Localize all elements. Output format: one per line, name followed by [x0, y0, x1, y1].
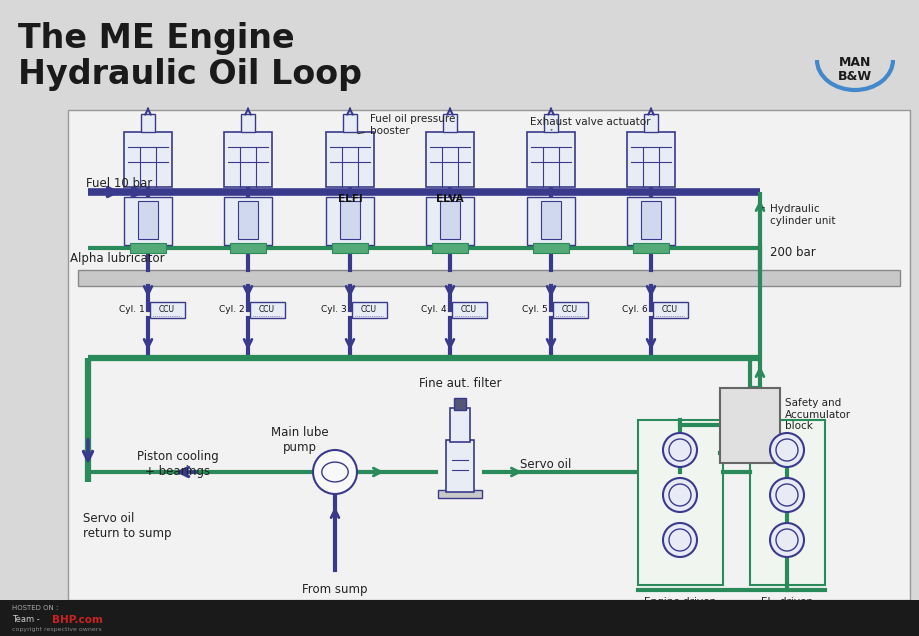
- Text: Engine driven
hydraulic pumps: Engine driven hydraulic pumps: [636, 597, 723, 619]
- Bar: [432, 243, 468, 253]
- Text: BHP.com: BHP.com: [52, 615, 103, 625]
- Text: ELFI: ELFI: [337, 194, 362, 204]
- Bar: [627, 132, 675, 187]
- Circle shape: [769, 478, 803, 512]
- Bar: [230, 243, 266, 253]
- Text: Team -: Team -: [12, 616, 40, 625]
- Bar: [641, 201, 660, 239]
- Text: Cyl. 5: Cyl. 5: [522, 305, 548, 314]
- Bar: [425, 132, 473, 187]
- Text: 200 bar: 200 bar: [769, 245, 815, 258]
- Bar: [124, 132, 172, 187]
- Text: ELVA: ELVA: [436, 194, 463, 204]
- Text: CCU: CCU: [562, 305, 577, 314]
- Bar: [627, 197, 675, 245]
- Text: The ME Engine: The ME Engine: [18, 22, 294, 55]
- Bar: [552, 302, 587, 318]
- Bar: [540, 201, 561, 239]
- Bar: [643, 114, 657, 132]
- Text: Cyl. 4: Cyl. 4: [421, 305, 447, 314]
- Bar: [425, 197, 473, 245]
- Bar: [223, 197, 272, 245]
- Bar: [340, 201, 359, 239]
- Bar: [138, 201, 158, 239]
- Text: Piston cooling
+ bearings: Piston cooling + bearings: [137, 450, 219, 478]
- Text: CCU: CCU: [159, 305, 175, 314]
- Text: Fuel oil pressure
booster: Fuel oil pressure booster: [357, 114, 455, 136]
- Text: Safety and
Accumulator
block: Safety and Accumulator block: [784, 398, 850, 431]
- Bar: [241, 114, 255, 132]
- Text: Exhaust valve actuator: Exhaust valve actuator: [529, 117, 650, 130]
- Text: Main lube
pump: Main lube pump: [271, 426, 328, 454]
- Text: EL. driven
hydraulic pumps: EL. driven hydraulic pumps: [743, 597, 830, 619]
- Bar: [720, 388, 779, 463]
- Bar: [632, 243, 668, 253]
- Text: B&W: B&W: [837, 71, 871, 83]
- Text: Fine aut. filter: Fine aut. filter: [418, 377, 501, 390]
- Bar: [532, 243, 568, 253]
- Text: Servo oil: Servo oil: [519, 457, 571, 471]
- Bar: [0, 0, 919, 108]
- Text: Cyl. 6: Cyl. 6: [621, 305, 647, 314]
- Bar: [332, 243, 368, 253]
- Bar: [124, 197, 172, 245]
- Circle shape: [663, 433, 697, 467]
- Text: Hydraulic Oil Loop: Hydraulic Oil Loop: [18, 58, 361, 91]
- Bar: [325, 132, 374, 187]
- Text: CCU: CCU: [662, 305, 677, 314]
- Bar: [250, 302, 285, 318]
- Text: Servo oil
return to sump: Servo oil return to sump: [83, 512, 171, 540]
- Bar: [325, 197, 374, 245]
- Bar: [449, 408, 470, 442]
- Bar: [439, 201, 460, 239]
- Text: CCU: CCU: [259, 305, 275, 314]
- Bar: [352, 302, 387, 318]
- Text: Hydraulic
cylinder unit: Hydraulic cylinder unit: [762, 204, 834, 226]
- Bar: [637, 420, 722, 585]
- Text: Cyl. 3: Cyl. 3: [321, 305, 346, 314]
- Circle shape: [663, 523, 697, 557]
- Bar: [451, 302, 486, 318]
- Bar: [749, 420, 824, 585]
- Bar: [437, 490, 482, 498]
- Text: Alpha lubricator: Alpha lubricator: [70, 252, 165, 265]
- Bar: [223, 132, 272, 187]
- Text: MAN: MAN: [838, 57, 870, 69]
- Bar: [443, 114, 457, 132]
- Text: HOSTED ON :: HOSTED ON :: [12, 605, 58, 611]
- Circle shape: [769, 433, 803, 467]
- Circle shape: [663, 478, 697, 512]
- Bar: [453, 398, 466, 410]
- Text: CCU: CCU: [360, 305, 377, 314]
- Bar: [446, 440, 473, 492]
- Bar: [141, 114, 154, 132]
- Bar: [78, 270, 899, 286]
- Bar: [130, 243, 165, 253]
- Bar: [527, 197, 574, 245]
- Bar: [68, 110, 909, 600]
- Bar: [150, 302, 185, 318]
- Bar: [238, 201, 257, 239]
- Text: From sump: From sump: [302, 583, 368, 597]
- Text: CCU: CCU: [460, 305, 476, 314]
- Text: copyright respective owners: copyright respective owners: [12, 628, 101, 632]
- Bar: [0, 600, 919, 636]
- Bar: [527, 132, 574, 187]
- Bar: [343, 114, 357, 132]
- Circle shape: [769, 523, 803, 557]
- Bar: [543, 114, 558, 132]
- Text: Fuel 10 bar: Fuel 10 bar: [85, 177, 152, 190]
- Circle shape: [312, 450, 357, 494]
- Bar: [652, 302, 687, 318]
- Text: Cyl. 1: Cyl. 1: [119, 305, 145, 314]
- Text: Cyl. 2: Cyl. 2: [219, 305, 244, 314]
